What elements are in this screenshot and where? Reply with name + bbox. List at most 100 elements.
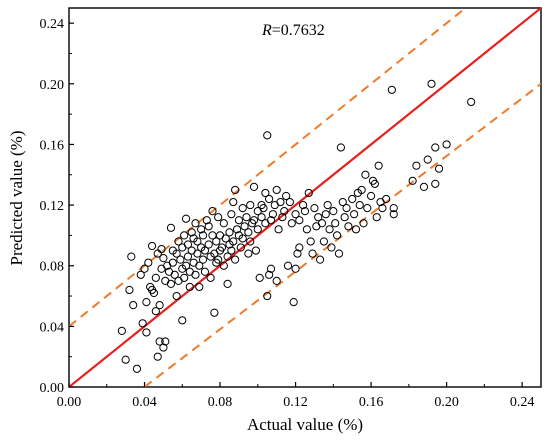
- y-tick-label: 0.00: [40, 381, 65, 396]
- data-point: [268, 210, 278, 219]
- data-point: [180, 231, 189, 240]
- data-point: [198, 231, 208, 240]
- data-point: [212, 237, 221, 246]
- data-point: [229, 197, 238, 207]
- data-point: [266, 264, 276, 273]
- data-point: [200, 246, 210, 255]
- data-point: [195, 282, 204, 292]
- data-point: [121, 355, 130, 364]
- data-point: [291, 210, 300, 219]
- data-point: [412, 161, 421, 170]
- data-point: [202, 216, 211, 225]
- data-point: [259, 204, 268, 213]
- data-point: [193, 249, 202, 258]
- data-point: [344, 222, 353, 231]
- data-point: [181, 261, 191, 270]
- data-point: [187, 228, 196, 237]
- data-point: [244, 228, 253, 237]
- data-point: [359, 219, 368, 228]
- data-point: [198, 255, 208, 264]
- data-point: [355, 200, 364, 210]
- data-point: [132, 364, 142, 373]
- y-axis-label: Predicted value (%): [7, 131, 26, 266]
- data-point: [170, 270, 179, 279]
- y-tick-label: 0.20: [40, 78, 65, 93]
- data-point: [129, 301, 138, 310]
- correlation-value: =0.7632: [272, 22, 325, 39]
- data-point: [172, 291, 181, 301]
- data-point: [370, 179, 379, 188]
- data-point: [357, 185, 366, 195]
- data-point: [159, 254, 168, 263]
- upper-bound-line: [69, 8, 467, 328]
- data-point: [272, 276, 281, 285]
- data-point: [361, 170, 370, 179]
- data-point: [314, 213, 323, 222]
- data-point: [338, 197, 347, 207]
- data-point: [227, 210, 236, 219]
- data-point: [363, 204, 372, 213]
- data-point: [336, 143, 345, 152]
- data-point: [242, 213, 251, 222]
- y-tick-label: 0.16: [40, 138, 65, 153]
- data-point: [282, 191, 291, 201]
- data-point: [276, 197, 285, 207]
- data-point: [240, 222, 249, 231]
- x-tick-label: 0.04: [132, 395, 157, 410]
- data-point: [219, 219, 228, 228]
- data-point: [319, 237, 328, 246]
- data-point: [372, 213, 381, 222]
- data-point: [431, 179, 440, 188]
- data-point: [300, 207, 310, 216]
- data-point: [278, 213, 287, 222]
- data-point: [263, 131, 272, 140]
- data-point: [374, 161, 383, 170]
- data-point: [193, 237, 202, 246]
- y-tick-labels: 0.00 0.04 0.08 0.12 0.16 0.20 0.24: [40, 17, 65, 396]
- correlation-symbol: R: [261, 22, 272, 39]
- data-point: [125, 285, 134, 295]
- data-point: [289, 298, 298, 307]
- data-point: [266, 216, 276, 225]
- y-tick-label: 0.24: [40, 17, 65, 32]
- data-point: [316, 255, 325, 264]
- data-point: [183, 252, 193, 261]
- data-point: [159, 343, 168, 352]
- data-point: [219, 261, 228, 270]
- data-point: [348, 194, 357, 204]
- data-point: [299, 200, 308, 210]
- lower-bound-line: [143, 83, 541, 387]
- data-point: [253, 225, 262, 234]
- data-point: [387, 85, 396, 94]
- data-point: [127, 252, 136, 261]
- data-point: [423, 155, 432, 164]
- data-point: [317, 219, 327, 228]
- data-point: [231, 255, 240, 264]
- data-point: [208, 207, 217, 216]
- data-point: [366, 191, 376, 201]
- data-point: [331, 219, 340, 228]
- data-point: [180, 273, 189, 282]
- data-point: [246, 237, 255, 246]
- data-point: [255, 273, 264, 282]
- y-tick-label: 0.08: [40, 260, 65, 275]
- data-point: [155, 337, 164, 346]
- data-point: [147, 241, 157, 251]
- data-point: [408, 176, 417, 185]
- data-point: [236, 243, 245, 252]
- data-point: [234, 216, 244, 225]
- data-point: [467, 97, 476, 107]
- data-point: [265, 194, 274, 204]
- x-tick-label: 0.08: [208, 395, 233, 410]
- data-point: [261, 188, 270, 198]
- data-point: [151, 307, 160, 316]
- data-point: [197, 225, 206, 234]
- data-point: [249, 182, 259, 191]
- data-point: [142, 298, 151, 307]
- data-point: [263, 291, 272, 301]
- reference-lines: [69, 8, 541, 387]
- data-point: [280, 207, 289, 216]
- data-point: [168, 258, 177, 267]
- data-point: [431, 143, 440, 152]
